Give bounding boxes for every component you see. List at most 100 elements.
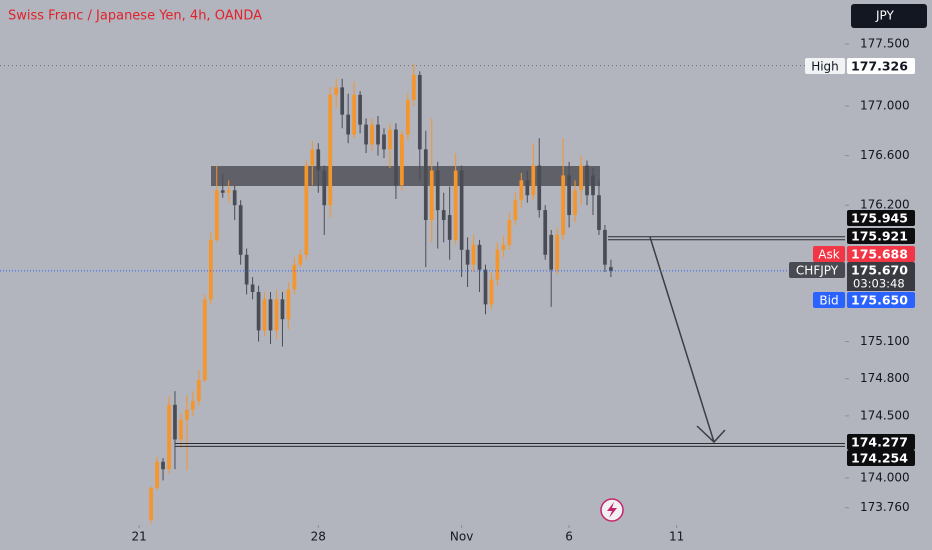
price-label: 175.688 [851,247,908,262]
candle-body [591,175,595,196]
y-tick-label: 173.760 [860,500,910,514]
candle-body [232,190,237,206]
price-label-box [847,228,915,244]
candle-body [549,234,554,270]
y-tick-label: 176.200 [860,198,910,212]
candle-body [513,200,518,221]
candle-body [304,165,309,255]
y-tick-label: 175.100 [860,334,910,348]
countdown-box [847,277,915,291]
tag-box [789,262,845,278]
candle-body [191,401,195,410]
candle-body [220,190,225,193]
price-label-box [847,262,915,278]
candle-body [340,87,345,115]
candle-body [459,170,464,250]
tag-box [813,246,845,262]
candle-body [519,180,524,201]
candle-body [268,299,273,331]
price-label: 175.921 [851,229,908,244]
candle-body [477,244,482,270]
candle-body [286,289,291,320]
candle-body [537,165,542,211]
y-tick-label: 177.500 [860,37,910,51]
candle-body [334,87,339,95]
candle-body [579,165,583,191]
x-tick-label: 6 [565,530,573,544]
chart-title: Swiss Franc / Japanese Yen, 4h, OANDA [8,9,262,24]
candle-body [417,75,422,150]
candle-body [226,190,231,193]
candle-body [208,239,213,300]
candle-body [298,254,303,265]
candle-body [370,124,374,145]
candle-body [197,379,201,402]
candle-body [573,190,577,216]
candle-body [585,165,589,196]
x-tick-label: Nov [450,530,473,544]
tag-label: Bid [819,294,838,308]
price-label-box [847,434,915,450]
countdown: 03:03:48 [853,277,905,291]
currency-button[interactable] [851,4,927,28]
arrow-shaft [649,236,715,443]
currency-label[interactable]: JPY [875,9,895,23]
candle-body [274,299,279,331]
price-label: 175.945 [851,211,908,226]
candle-body [382,134,386,150]
candle-body [149,487,153,521]
candle-body [161,461,165,470]
candle-body [435,170,440,211]
y-tick-label: 174.800 [860,371,910,385]
candle-body [155,461,159,488]
arrow-head [696,425,726,444]
alert-icon[interactable] [600,498,624,522]
candle-body [185,409,189,420]
candle-body [244,254,249,285]
candle-body [406,99,410,135]
candle-body [429,170,434,221]
tag-label: High [811,60,839,74]
tag-box [805,58,845,74]
candle-body [256,291,261,331]
candle-body [603,229,607,265]
price-label-box [847,246,915,262]
price-label-box [847,292,915,308]
candle-body [483,269,488,305]
candle-body [555,234,560,270]
price-label-box [847,210,915,226]
x-tick-label: 11 [669,530,684,544]
candle-body [358,94,362,125]
candle-body [411,75,416,100]
candle-body [179,419,183,440]
price-label-box [847,58,915,74]
candle-body [388,129,392,150]
candle-body [400,134,404,186]
candle-body [495,249,500,280]
candle-body [543,210,548,255]
icon-bolt[interactable] [607,502,617,518]
candle-body [453,170,458,240]
candle-body [465,249,470,265]
y-tick-label: 174.500 [860,408,910,422]
y-tick-label: 177.000 [860,98,910,112]
candle-body [202,299,207,380]
candle-body [609,267,613,271]
candle-body [447,215,452,240]
candle-body [471,244,476,265]
candle-body [507,220,512,245]
tag-label: Ask [818,248,839,262]
candle-body [364,124,368,145]
candle-body [531,165,536,196]
candle-body [316,149,321,171]
candle-body [525,180,530,196]
candle-body [322,170,327,206]
candle-body [501,244,506,250]
candle-body [376,124,380,145]
candle-body [597,195,601,230]
candle-body [173,404,177,440]
candle-body [346,114,351,135]
candles [149,63,613,524]
